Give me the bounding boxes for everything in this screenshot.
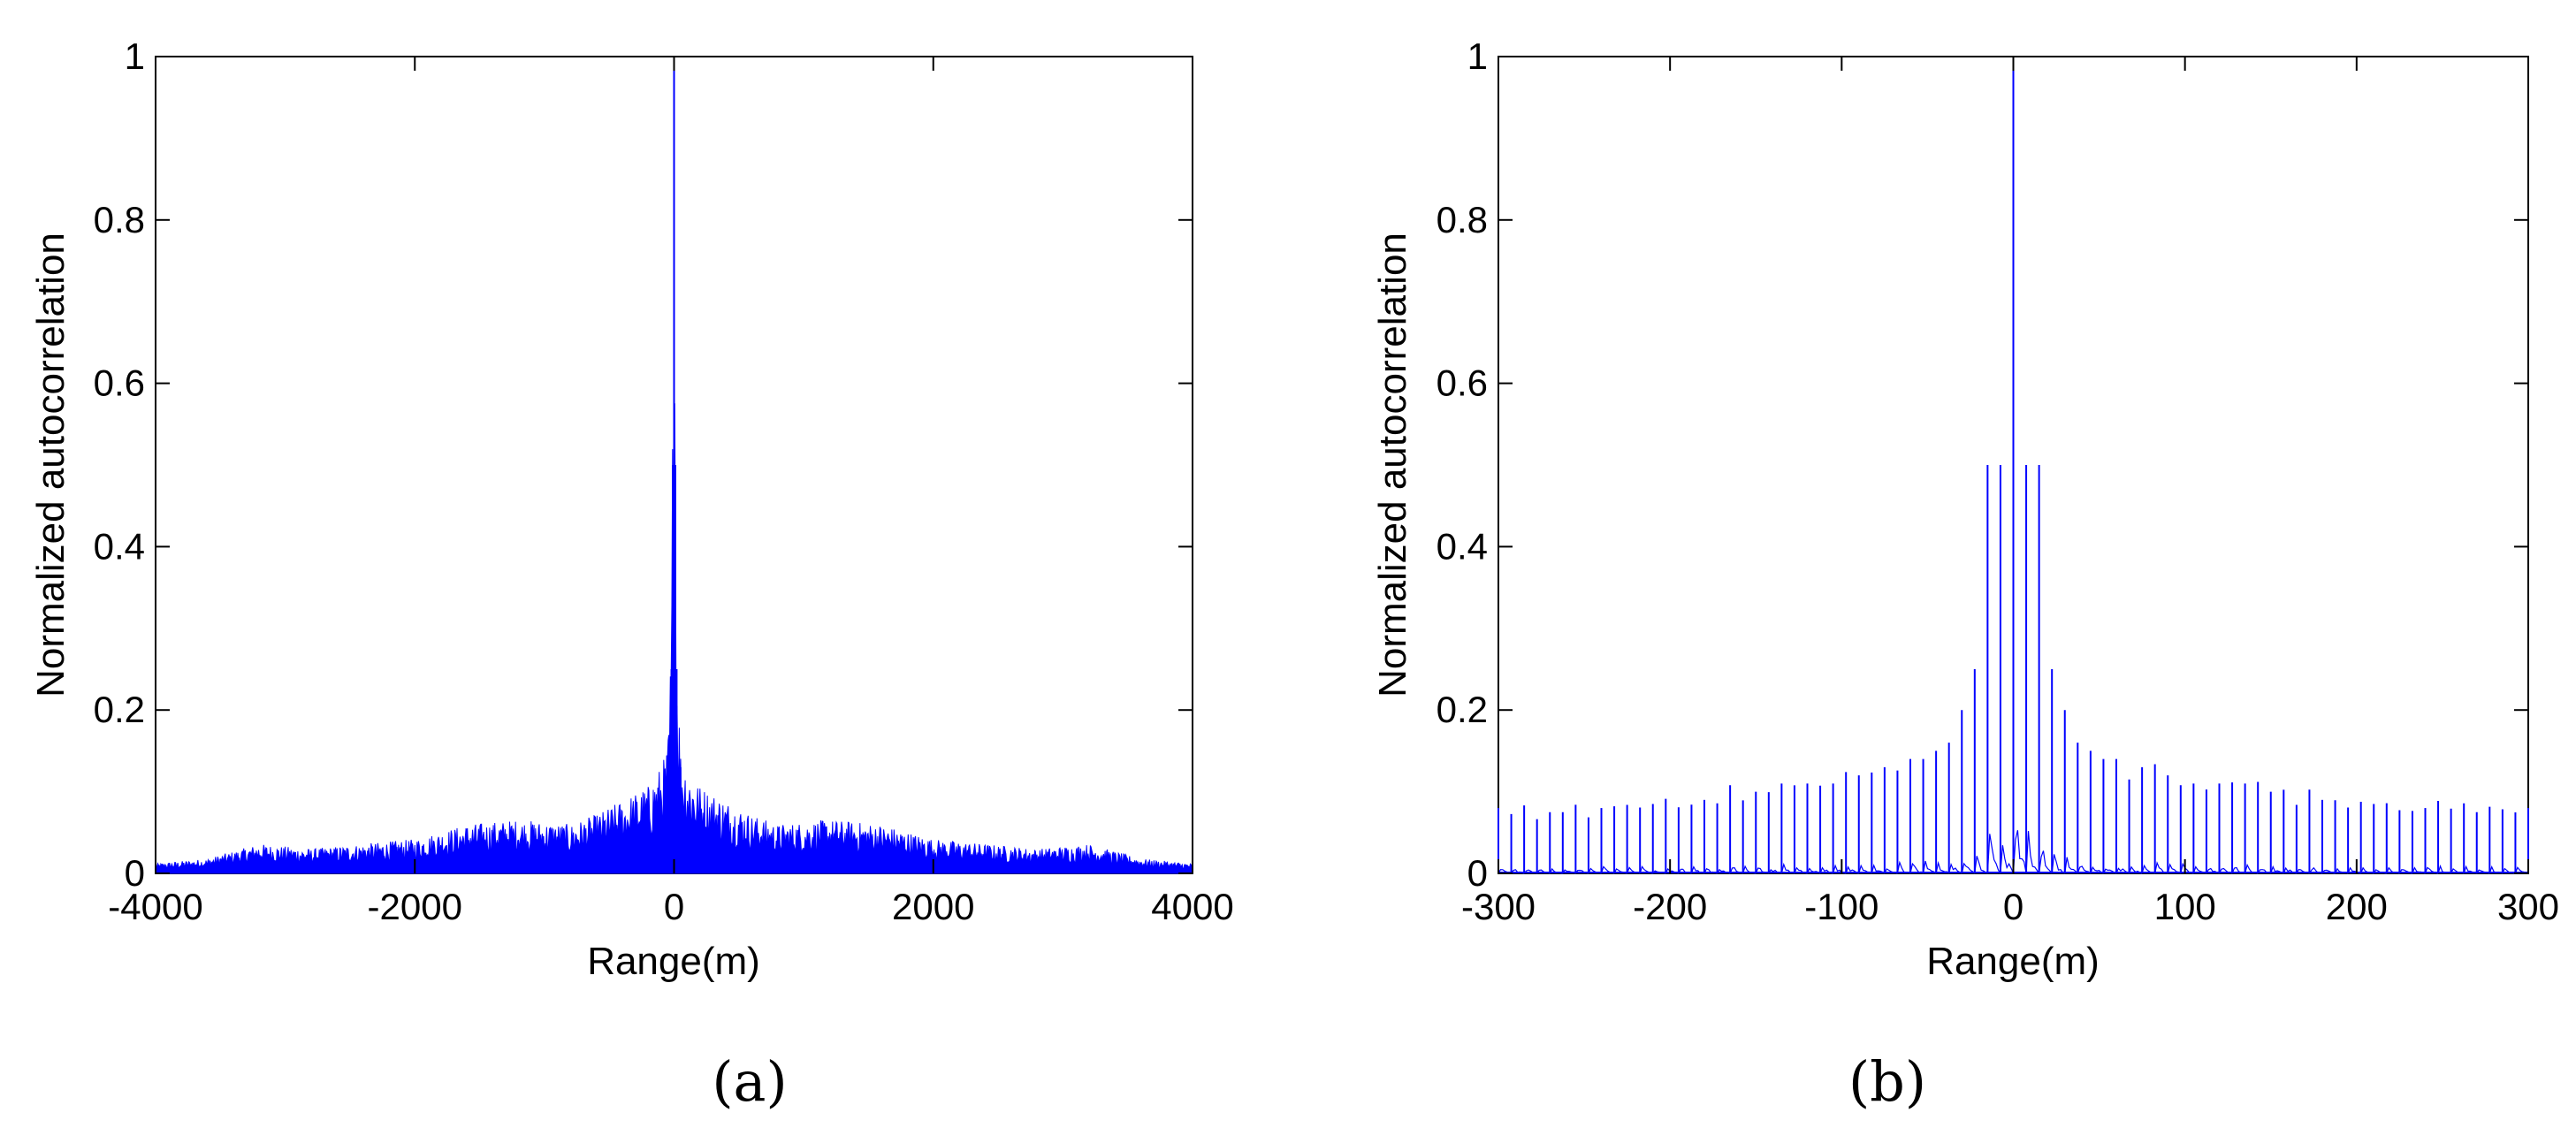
y-tick-label-b: 0.2	[1437, 689, 1488, 730]
x-tick-label-b: -300	[1461, 886, 1536, 927]
panel-b: -300 -200 -100 0 100 200 300 0 0.2 0.4 0.6 0.8 1 Ran…	[1371, 35, 2559, 1114]
sidelobe-b	[1923, 860, 1937, 874]
panel-caption-a: (a)	[712, 1049, 787, 1114]
x-tick-label-a: -4000	[108, 886, 202, 927]
x-axis-label-a: Range(m)	[587, 940, 760, 983]
sidelobe-b	[2000, 845, 2015, 874]
y-tick-label-a: 0.6	[94, 362, 145, 404]
y-tick-label-b: 1	[1467, 35, 1488, 77]
y-tick-label-b: 0.6	[1437, 362, 1488, 404]
y-tick-label-a: 0.8	[94, 199, 145, 240]
sidelobe-b	[2012, 830, 2027, 874]
x-tick-label-a: -2000	[368, 886, 462, 927]
x-axis-label-b: Range(m)	[1926, 940, 2100, 983]
x-tick-label-a: 0	[664, 886, 684, 927]
ticks-a: -4000 -2000 0 2000 4000 0 0.2 0.4 0.6 0.8 1	[94, 35, 1234, 927]
sidelobe-b	[1961, 862, 1976, 874]
x-tick-label-b: -200	[1633, 886, 1707, 927]
x-tick-label-a: 2000	[892, 886, 974, 927]
panel-caption-b: (b)	[1848, 1049, 1926, 1114]
x-tick-label-a: 4000	[1151, 886, 1233, 927]
x-tick-label-b: 200	[2326, 886, 2388, 927]
sidelobe-b	[1986, 834, 2001, 874]
y-tick-label-b: 0	[1467, 852, 1488, 894]
y-tick-label-a: 0	[125, 852, 145, 894]
data-series-a	[155, 57, 1193, 874]
sidelobe-b	[2039, 850, 2053, 874]
y-tick-label-b: 0.8	[1437, 199, 1488, 240]
x-tick-label-b: -100	[1804, 886, 1879, 927]
y-tick-label-b: 0.4	[1437, 525, 1488, 567]
sidelobe-b	[2064, 857, 2078, 874]
y-axis-label-a: Normalized autocorrelation	[29, 232, 72, 697]
x-tick-label-b: 100	[2154, 886, 2216, 927]
sidelobe-b	[2025, 831, 2040, 874]
ticks-b: -300 -200 -100 0 100 200 300 0 0.2 0.4 0.6 0.8 1	[1437, 35, 2559, 927]
sidelobe-b	[2051, 854, 2066, 874]
y-tick-label-a: 0.4	[94, 525, 145, 567]
y-axis-label-b: Normalized autocorrelation	[1371, 232, 1414, 697]
data-series-b	[1498, 57, 2529, 874]
y-tick-label-a: 1	[125, 35, 145, 77]
sidelobe-b	[1974, 856, 1988, 874]
x-tick-label-b: 0	[2003, 886, 2023, 927]
x-tick-label-b: 300	[2497, 886, 2559, 927]
panel-a: -4000 -2000 0 2000 4000 0 0.2 0.4 0.6 0.8 1 Range(…	[29, 35, 1234, 1114]
y-tick-label-a: 0.2	[94, 689, 145, 730]
